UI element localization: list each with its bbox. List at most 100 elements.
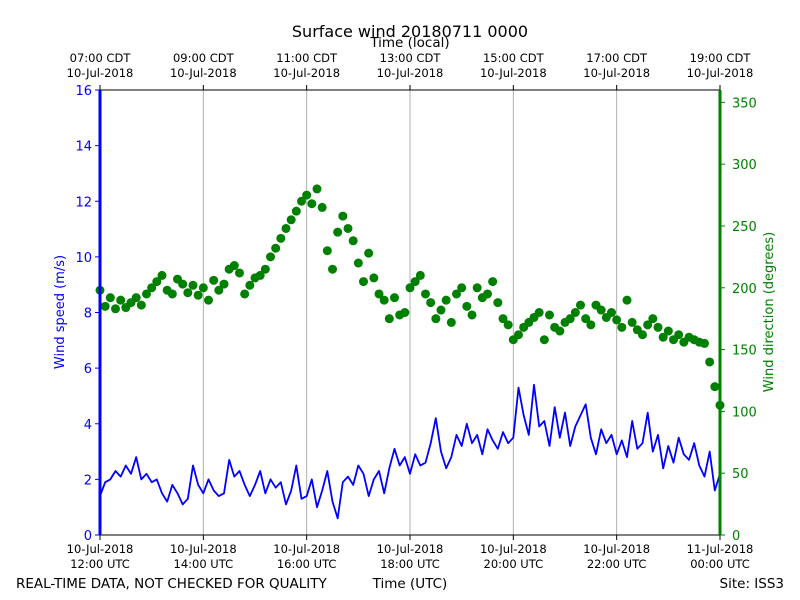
- bottom-tick-time: 20:00 UTC: [484, 557, 544, 571]
- wind-direction-point: [374, 289, 384, 299]
- wind-direction-point: [307, 199, 317, 209]
- footer-quality-note: REAL-TIME DATA, NOT CHECKED FOR QUALITY: [16, 576, 328, 592]
- wind-direction-point: [705, 357, 715, 367]
- wind-direction-point: [142, 289, 151, 299]
- wind-direction-point: [534, 308, 544, 317]
- left-tick-label: 2: [84, 473, 92, 488]
- wind-direction-point: [100, 301, 110, 311]
- wind-direction-point: [364, 248, 374, 258]
- top-tick-date: 10-Jul-2018: [480, 66, 547, 80]
- top-tick-date: 10-Jul-2018: [67, 66, 134, 80]
- top-tick-date: 10-Jul-2018: [377, 66, 444, 80]
- wind-direction-point: [353, 258, 363, 268]
- wind-direction-point: [235, 268, 244, 278]
- left-tick-label: 4: [84, 418, 92, 433]
- wind-direction-point: [188, 280, 198, 290]
- top-tick-date: 10-Jul-2018: [170, 66, 237, 80]
- wind-direction-point: [488, 277, 498, 287]
- chart-title: Surface wind 20180711 0000: [292, 22, 528, 41]
- wind-direction-point: [178, 279, 188, 289]
- vertical-grid: [202, 90, 618, 535]
- wind-direction-point: [539, 335, 549, 345]
- bottom-tick-date: 10-Jul-2018: [583, 542, 650, 556]
- right-tick-label: 150: [732, 344, 757, 359]
- wind-direction-point: [131, 293, 141, 303]
- wind-direction-point: [441, 295, 451, 305]
- wind-direction-point: [570, 308, 580, 317]
- wind-direction-point: [472, 283, 482, 293]
- left-tick-label: 10: [75, 251, 92, 266]
- top-tick-time: 15:00 CDT: [483, 51, 545, 65]
- wind-direction-point: [452, 289, 461, 299]
- bottom-tick-date: 10-Jul-2018: [170, 542, 237, 556]
- wind-direction-point: [565, 314, 575, 324]
- wind-direction-point: [405, 283, 415, 293]
- left-tick-label: 12: [75, 195, 92, 210]
- wind-direction-point: [147, 283, 157, 293]
- wind-direction-point: [291, 206, 301, 216]
- wind-direction-point: [260, 264, 270, 274]
- wind-direction-point: [658, 332, 668, 342]
- wind-direction-point: [245, 280, 255, 290]
- wind-speed-line: [99, 383, 721, 520]
- top-tick-time: 13:00 CDT: [380, 51, 442, 65]
- bottom-tick-time: 22:00 UTC: [587, 557, 647, 571]
- wind-direction-point: [545, 310, 554, 320]
- wind-direction-point: [281, 223, 291, 233]
- wind-direction-point: [369, 273, 379, 283]
- wind-direction-point: [384, 314, 394, 324]
- wind-speed-series: [99, 383, 721, 520]
- top-tick-date: 10-Jul-2018: [687, 66, 754, 80]
- wind-direction-point: [312, 184, 322, 194]
- top-tick-time: 19:00 CDT: [690, 51, 752, 65]
- wind-direction-point: [343, 223, 353, 233]
- wind-direction-point: [240, 289, 250, 299]
- wind-direction-point: [643, 320, 653, 330]
- top-tick-time: 07:00 CDT: [70, 51, 132, 65]
- wind-direction-point: [462, 301, 472, 311]
- wind-direction-point: [514, 330, 523, 340]
- wind-direction-point: [653, 322, 663, 332]
- bottom-tick-time: 12:00 UTC: [70, 557, 130, 571]
- wind-direction-point: [710, 382, 720, 392]
- wind-direction-point: [152, 277, 162, 287]
- left-tick-label: 8: [84, 307, 92, 322]
- left-tick-label: 0: [84, 529, 92, 544]
- right-tick-label: 300: [732, 158, 757, 173]
- wind-direction-point: [167, 289, 177, 299]
- right-tick-label: 50: [732, 467, 749, 482]
- bottom-tick-time: 18:00 UTC: [380, 557, 440, 571]
- wind-direction-point: [338, 211, 348, 221]
- wind-direction-point: [111, 304, 120, 314]
- top-tick-time: 11:00 CDT: [276, 51, 338, 65]
- bottom-tick-date: 11-Jul-2018: [687, 542, 754, 556]
- wind-direction-point: [700, 338, 709, 348]
- wind-direction-point: [415, 270, 425, 280]
- right-tick-label: 100: [732, 405, 757, 420]
- wind-direction-point: [266, 252, 275, 262]
- wind-direction-point: [271, 243, 281, 253]
- top-tick-date: 10-Jul-2018: [273, 66, 340, 80]
- top-tick-time: 09:00 CDT: [173, 51, 235, 65]
- wind-direction-point: [204, 295, 213, 305]
- wind-direction-point: [214, 285, 224, 295]
- wind-direction-point: [328, 264, 337, 274]
- top-tick-date: 10-Jul-2018: [583, 66, 650, 80]
- right-tick-label: 350: [732, 96, 757, 111]
- wind-direction-point: [410, 277, 420, 287]
- bottom-tick-time: 14:00 UTC: [174, 557, 234, 571]
- wind-direction-point: [498, 314, 508, 324]
- wind-direction-point: [436, 305, 446, 315]
- wind-direction-point: [157, 270, 167, 280]
- wind-direction-point: [379, 295, 389, 305]
- bottom-tick-date: 10-Jul-2018: [377, 542, 444, 556]
- bottom-tick-time: 16:00 UTC: [277, 557, 337, 571]
- wind-direction-point: [431, 314, 441, 324]
- wind-direction-point: [229, 261, 239, 271]
- wind-direction-point: [483, 289, 492, 299]
- wind-direction-point: [183, 288, 193, 298]
- wind-direction-point: [297, 196, 306, 206]
- x-axis-label: Time (UTC): [372, 576, 448, 592]
- wind-direction-point: [586, 320, 596, 330]
